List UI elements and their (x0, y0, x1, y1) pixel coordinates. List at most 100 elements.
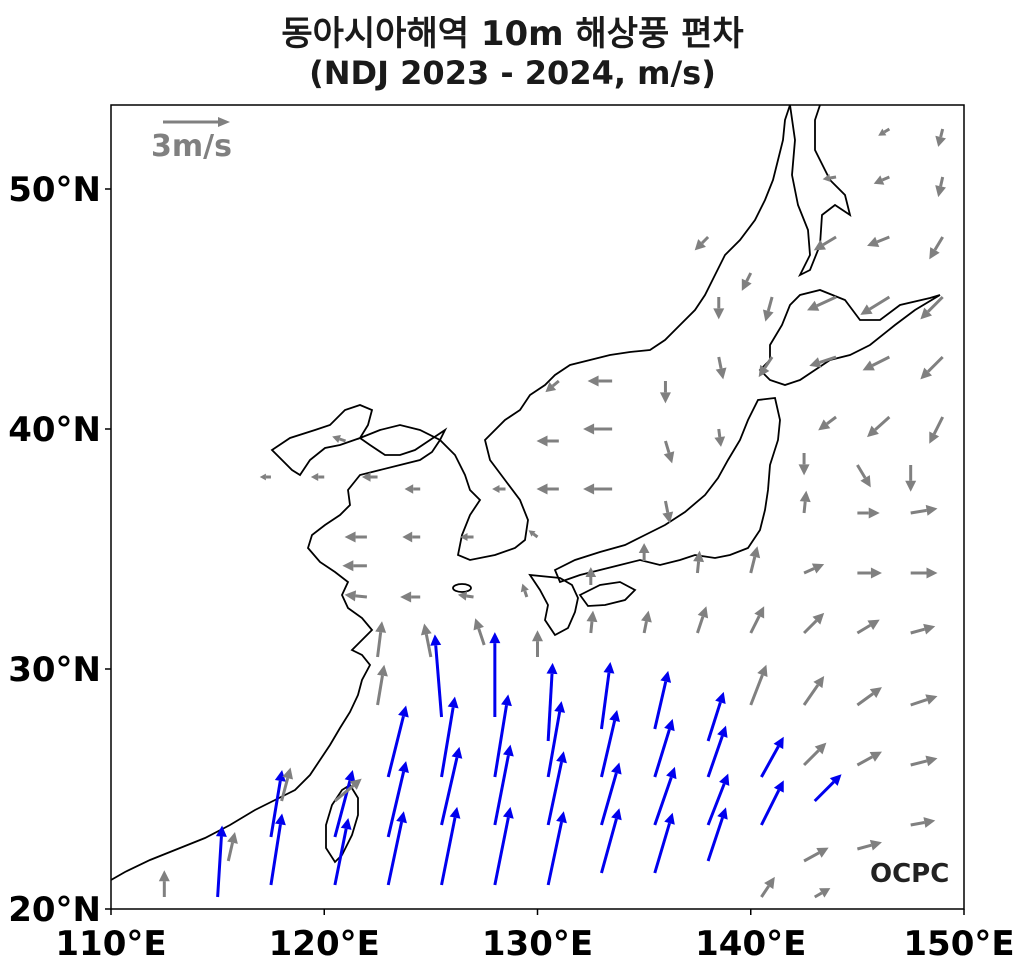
wind-vector (361, 472, 378, 482)
wind-vector (460, 532, 474, 542)
wind-vector-head (342, 560, 354, 572)
wind-vector-head (754, 606, 765, 619)
wind-vector-shaft (883, 127, 891, 134)
wind-vector (226, 831, 238, 862)
wind-vector-head (869, 687, 882, 699)
wind-vector-head (404, 484, 414, 494)
wind-vector (762, 296, 774, 322)
wind-vector (798, 453, 810, 476)
wind-vector-head (773, 780, 784, 793)
wind-vector (600, 710, 620, 778)
wind-vector (693, 550, 705, 574)
wind-vector-shaft (910, 627, 926, 635)
wind-vector-head (813, 240, 826, 251)
chart-subtitle: (NDJ 2023 - 2024, m/s) (309, 54, 716, 92)
wind-vector-head (813, 675, 825, 689)
wind-vector-shaft (386, 715, 405, 778)
wind-vector-shaft (466, 594, 474, 599)
wind-vector-head (349, 778, 362, 790)
wind-vector-head (586, 610, 598, 623)
wind-vector-head (923, 817, 936, 828)
wind-vector (910, 817, 936, 828)
wind-vector (813, 888, 831, 899)
wind-vector-head (757, 664, 768, 678)
wind-vector (803, 612, 825, 635)
wind-vector-shaft (813, 891, 823, 899)
x-tick-label: 150°E (903, 924, 1014, 964)
wind-vector-shaft (749, 615, 761, 634)
wind-vector-head (420, 623, 432, 636)
wind-vector (376, 664, 388, 706)
wind-vector (856, 619, 880, 635)
wind-vector (662, 500, 674, 524)
wind-vector-shaft (663, 500, 670, 513)
wind-vector-shaft (706, 817, 724, 862)
wind-vector (402, 531, 421, 543)
wind-vector (653, 766, 677, 826)
wind-vector (600, 762, 622, 826)
wind-vector (545, 379, 560, 393)
wind-vector (430, 634, 444, 718)
wind-vector-shaft (653, 681, 668, 730)
wind-vector (344, 531, 367, 543)
wind-vector (813, 235, 837, 251)
wind-vector (440, 806, 461, 886)
wind-vector-head (860, 304, 873, 315)
wind-vector-shaft (881, 175, 890, 182)
wind-vector (741, 272, 753, 291)
wind-vector-head (717, 807, 728, 820)
wind-vector-head (611, 808, 622, 821)
wind-vector (807, 295, 837, 311)
wind-vector-shaft (226, 842, 234, 862)
wind-vector-head (814, 742, 827, 755)
wind-vector-head (697, 606, 709, 619)
wind-vector-shaft (822, 235, 837, 247)
wind-vector-head (923, 623, 936, 635)
wind-vector (867, 415, 891, 438)
wind-vector-shaft (933, 236, 944, 251)
wind-vector (813, 774, 842, 803)
wind-vector-shaft (696, 616, 705, 634)
wind-vector-head (585, 567, 597, 577)
wind-vector (440, 696, 459, 778)
wind-vector-shaft (803, 749, 820, 767)
wind-vector-shaft (829, 175, 837, 180)
wind-vector (600, 808, 622, 874)
wind-vector-head (361, 472, 371, 482)
wind-vector (375, 621, 387, 658)
wind-vector (696, 606, 709, 634)
wind-vector-head (867, 425, 879, 438)
y-tick-label: 40°N (8, 410, 101, 450)
wind-vector (400, 591, 421, 603)
wind-vector-shaft (856, 692, 874, 707)
wind-vector (929, 236, 944, 260)
wind-vector-shaft (717, 428, 722, 438)
wind-vector-head (556, 811, 567, 824)
wind-vector (653, 670, 672, 730)
wind-vector-head (460, 532, 468, 542)
wind-vector (653, 718, 675, 778)
wind-vector-head (925, 694, 938, 705)
wind-vector-shaft (802, 501, 807, 514)
wind-vector-head (717, 725, 728, 738)
wind-vector-head (556, 751, 567, 764)
wind-vector (910, 694, 938, 707)
wind-vector-shaft (440, 757, 459, 826)
wind-vector-shaft (546, 673, 554, 742)
wind-vector (760, 780, 784, 826)
wind-vector (333, 818, 352, 886)
wind-vector (659, 381, 671, 404)
wind-vector-head (869, 751, 882, 762)
mainland-coastline (111, 105, 791, 881)
wind-vector-shaft (816, 295, 837, 308)
wind-vector (856, 839, 882, 851)
wind-vector-head (332, 434, 341, 444)
wind-vector-shaft (477, 628, 486, 646)
wind-vector-head (719, 773, 730, 786)
wind-vector (493, 744, 514, 826)
wind-vector-shaft (333, 784, 355, 803)
wind-vector-shaft (826, 415, 837, 425)
wind-vector-shaft (717, 356, 723, 369)
wind-vector-head (583, 423, 595, 435)
wind-vector-head (809, 357, 822, 368)
